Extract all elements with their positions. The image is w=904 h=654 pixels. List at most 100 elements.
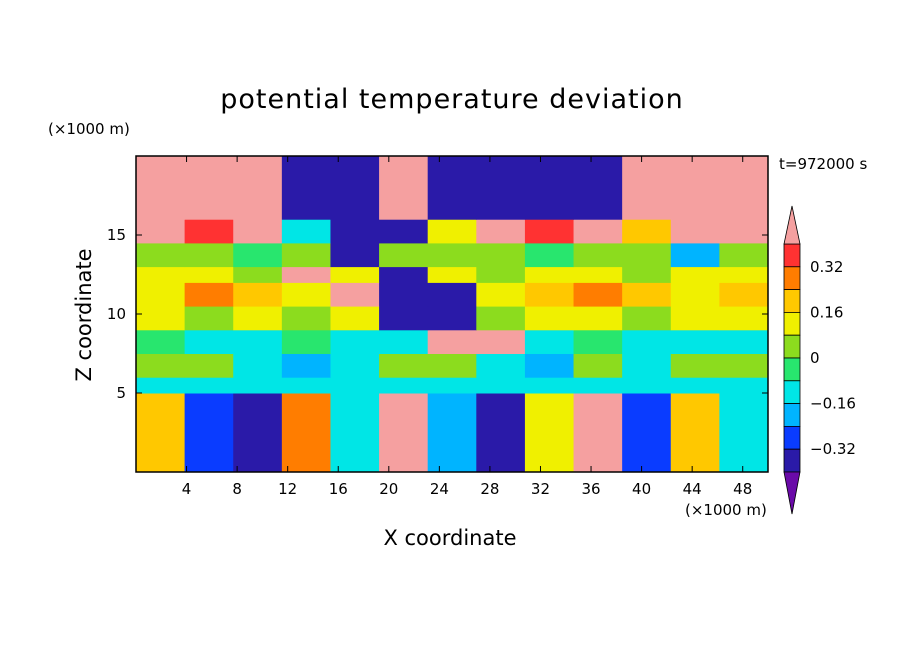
field-cell-8-11 (670, 219, 720, 244)
y-tick-label-10: 10 (107, 305, 126, 323)
field-cell-0-1 (184, 393, 234, 473)
field-cell-3-12 (719, 329, 769, 354)
field-cell-3-11 (670, 329, 720, 354)
time-label: t=972000 s (779, 155, 868, 173)
field-cell-1-12 (719, 377, 769, 394)
y-ticks: 5 10 15 (107, 226, 768, 402)
field-cell-4-1 (184, 306, 234, 331)
field-cell-2-1 (184, 353, 234, 378)
x-tick-label-28: 28 (480, 480, 499, 498)
field-cell-0-4 (330, 393, 380, 473)
field-cell-1-8 (524, 377, 575, 394)
field-cell-5-6 (427, 282, 477, 307)
field-cell-1-3 (281, 377, 331, 394)
x-unit-label: (×1000 m) (685, 501, 767, 519)
field-cell-0-11 (670, 393, 720, 473)
field-cell-3-5 (379, 329, 429, 354)
field-cell-6-0 (136, 266, 186, 283)
field-cell-2-0 (136, 353, 186, 378)
field-cell-2-10 (622, 353, 672, 378)
field-cell-1-9 (573, 377, 623, 394)
x-tick-label-40: 40 (632, 480, 651, 498)
field-cell-9-11 (670, 156, 720, 220)
field-cell-1-6 (427, 377, 477, 394)
field-cell-5-2 (233, 282, 283, 307)
field-cell-6-12 (719, 266, 769, 283)
field-cell-7-1 (184, 242, 234, 268)
field-cell-6-3 (281, 266, 331, 283)
field-cell-2-2 (233, 353, 283, 378)
field-cell-4-4 (330, 306, 380, 331)
colorbar-box-6 (783, 380, 801, 404)
field-cell-5-11 (670, 282, 720, 307)
field-cell-0-3 (281, 393, 331, 473)
field-cell-8-5 (379, 219, 429, 244)
field-cell-1-0 (136, 377, 186, 394)
colorbar-box-3 (783, 311, 801, 336)
field-cell-2-3 (281, 353, 331, 378)
field-cell-1-7 (476, 377, 526, 394)
field-cell-9-7 (476, 156, 526, 220)
x-tick-label-36: 36 (581, 480, 600, 498)
colorbar-label-0: 0.32 (810, 258, 843, 276)
x-tick-label-20: 20 (379, 480, 398, 498)
field-cell-3-8 (524, 329, 575, 354)
colorbar-label-3: −0.16 (810, 395, 856, 413)
colorbar-box-5 (783, 357, 801, 382)
field-cell-9-6 (427, 156, 477, 220)
field-cell-7-11 (670, 242, 720, 268)
field-cell-4-7 (476, 306, 526, 331)
field-cell-0-8 (524, 393, 575, 473)
field-cell-7-5 (379, 242, 429, 268)
field-cell-8-2 (233, 219, 283, 244)
field-cell-1-10 (622, 377, 672, 394)
field-cell-9-8 (524, 156, 575, 220)
field-cell-2-4 (330, 353, 380, 378)
field-cell-3-9 (573, 329, 623, 354)
y-unit-label: (×1000 m) (48, 120, 130, 138)
field-cell-0-7 (476, 393, 526, 473)
field-cell-2-7 (476, 353, 526, 378)
field-cell-4-5 (379, 306, 429, 331)
colorbar-label-2: 0 (810, 349, 820, 367)
field-cell-8-10 (622, 219, 672, 244)
field-cell-7-2 (233, 242, 283, 268)
x-tick-label-12: 12 (278, 480, 297, 498)
field-cell-1-4 (330, 377, 380, 394)
field-cell-1-5 (379, 377, 429, 394)
field-cell-8-8 (524, 219, 575, 244)
field-cell-2-5 (379, 353, 429, 378)
field-cell-7-10 (622, 242, 672, 268)
field-cell-7-7 (476, 242, 526, 268)
field-cell-0-9 (573, 393, 623, 473)
field-cell-8-6 (427, 219, 477, 244)
field-cell-2-12 (719, 353, 769, 378)
field-cell-3-10 (622, 329, 672, 354)
field-cell-6-10 (622, 266, 672, 283)
colorbar-box-2 (783, 289, 801, 313)
field-cell-5-0 (136, 282, 186, 307)
field-cell-5-10 (622, 282, 672, 307)
colorbar-box-8 (783, 425, 801, 450)
field-cell-1-11 (670, 377, 720, 394)
field-cell-4-8 (524, 306, 575, 331)
field-cell-5-12 (719, 282, 769, 307)
colorbar-box-9 (783, 448, 801, 473)
field-cell-3-6 (427, 329, 477, 354)
field-cell-7-3 (281, 242, 331, 268)
x-tick-label-24: 24 (430, 480, 449, 498)
field-cell-8-4 (330, 219, 380, 244)
field-cell-0-2 (233, 393, 283, 473)
field-cell-7-6 (427, 242, 477, 268)
field-cell-0-12 (719, 393, 769, 473)
field-cell-8-3 (281, 219, 331, 244)
field-cell-4-2 (233, 306, 283, 331)
x-ticks: 4 8 12 16 20 24 28 32 36 40 44 48 (182, 156, 752, 498)
field-cell-8-0 (136, 219, 186, 244)
field-cell-8-1 (184, 219, 234, 244)
colorbar-label-1: 0.16 (810, 303, 843, 321)
field-cell-3-2 (233, 329, 283, 354)
field-cell-4-6 (427, 306, 477, 331)
field-cell-0-10 (622, 393, 672, 473)
field-cell-6-2 (233, 266, 283, 283)
